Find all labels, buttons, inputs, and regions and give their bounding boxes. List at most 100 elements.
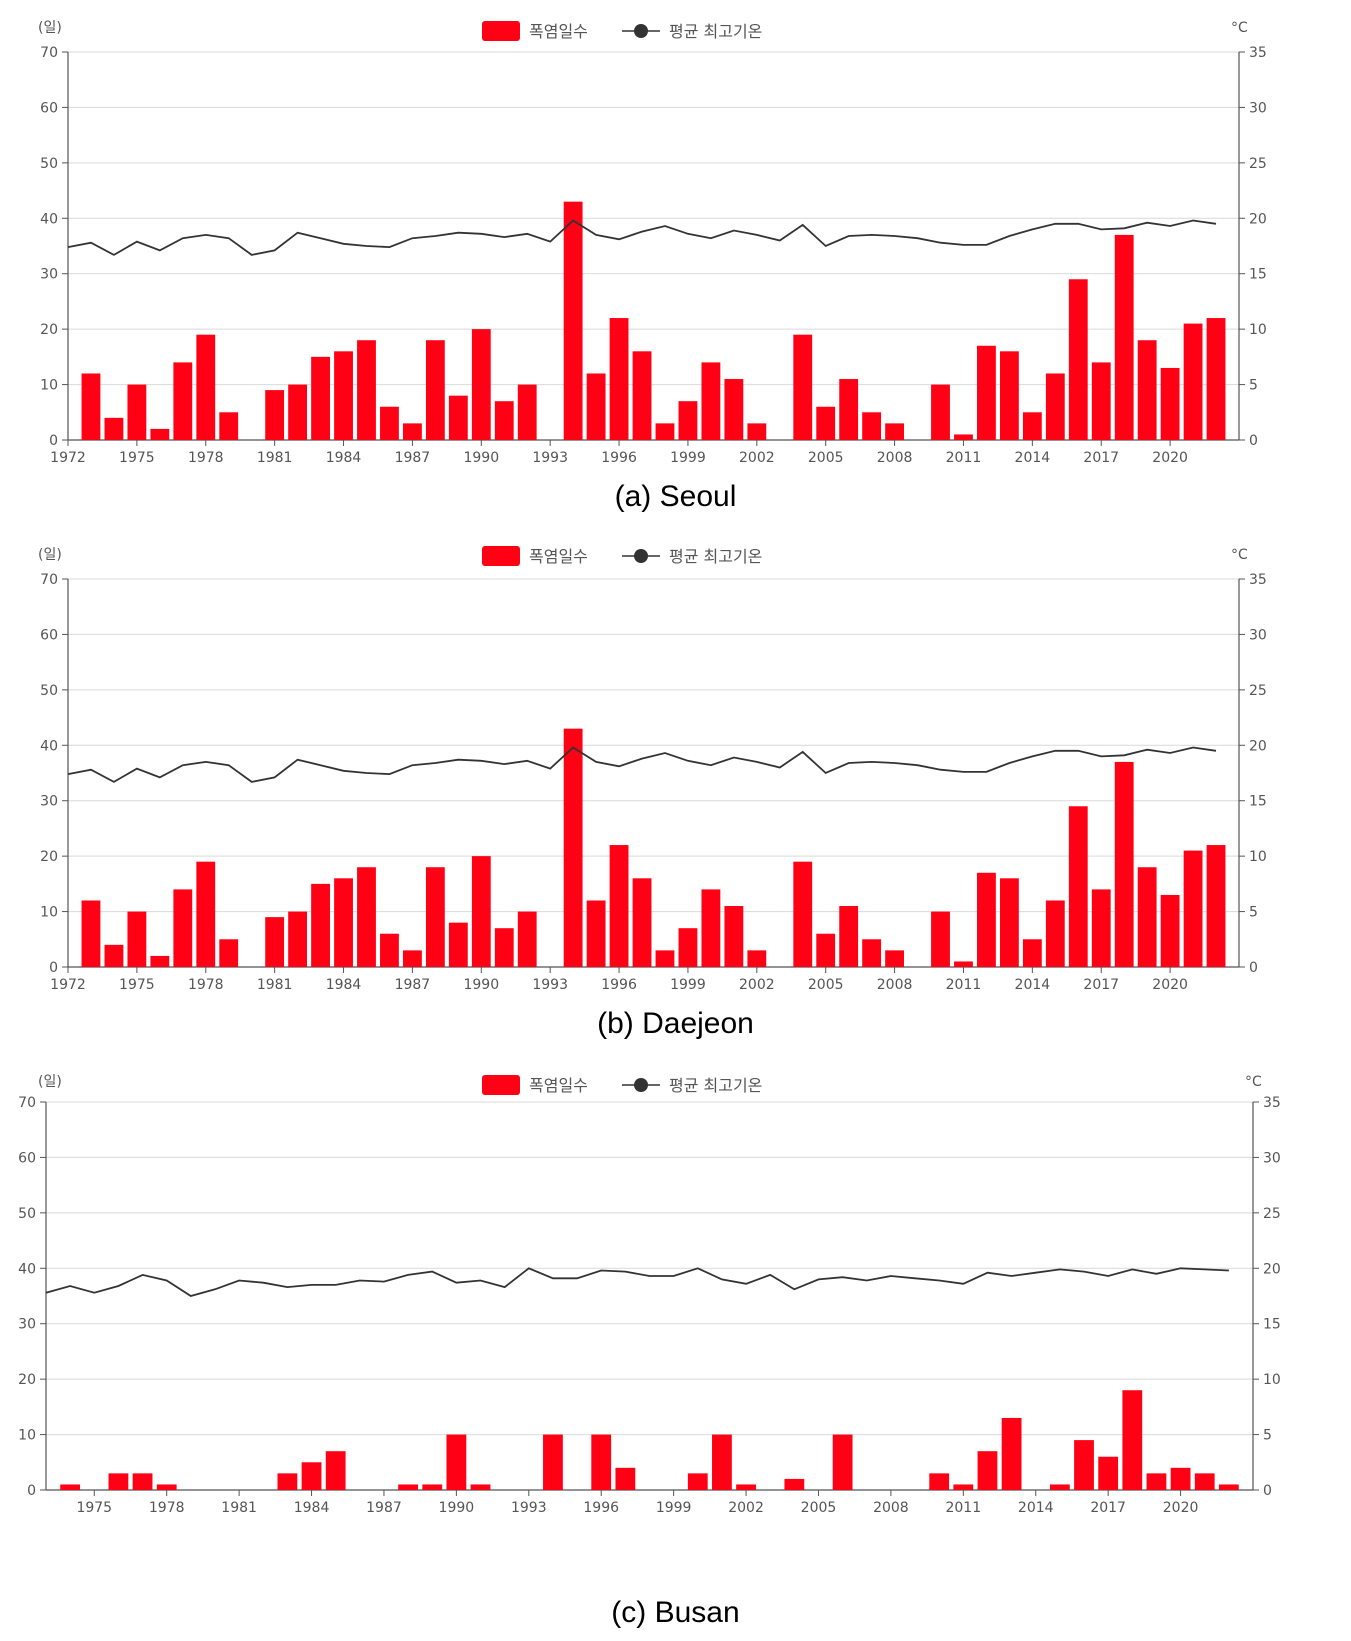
heatwave-days-bar [1045,373,1065,440]
x-tick-label: 2002 [739,450,775,466]
left-tick-label: 30 [18,1317,36,1333]
heatwave-days-bar [1049,1484,1070,1490]
right-tick-label: 25 [1249,683,1267,699]
heatwave-days-bar [1183,850,1203,967]
chart-svg: 폭염일수 평균 최고기온(일) °C010203040506070051015202… [38,546,1267,993]
heatwave-days-bar [793,861,813,967]
heatwave-days-bar [1114,761,1134,967]
heatwave-days-bar [1160,894,1180,967]
heatwave-days-bar [586,373,606,440]
heatwave-days-bar [563,201,583,440]
x-tick-label: 1987 [395,977,431,993]
left-tick-label: 30 [40,267,58,283]
x-tick-label: 1978 [188,977,224,993]
heatwave-days-bar [156,1484,177,1490]
heatwave-days-bar [816,406,836,440]
x-tick-label: 1975 [119,977,155,993]
heatwave-days-bar [678,928,698,967]
heatwave-days-bar [494,401,514,440]
heatwave-days-bar [839,379,859,440]
legend-line-label: 평균 최고기온 [669,22,762,41]
heatwave-days-bar [543,1434,563,1490]
left-tick-label: 40 [40,738,58,754]
heatwave-days-bar [494,928,514,967]
heatwave-days-bar [1022,412,1042,440]
heatwave-days-bar [1218,1484,1239,1490]
avg-max-temp-line [67,746,1217,783]
heatwave-days-bar [448,922,468,967]
heatwave-days-bar [150,955,170,967]
x-tick-label: 2014 [1015,977,1051,993]
heatwave-days-bar [931,384,950,440]
right-tick-label: 25 [1249,156,1267,172]
left-tick-label: 20 [18,1372,36,1388]
legend-bar-label: 폭염일수 [529,1076,588,1095]
avg-max-temp-line [45,1267,1229,1297]
legend-line-marker [634,549,648,563]
heatwave-days-bar [712,1434,732,1490]
legend-bar-swatch [482,21,520,41]
heatwave-days-bar [1194,1473,1215,1490]
heatwave-days-bar [471,856,491,967]
heatwave-days-bar [885,950,905,967]
heatwave-days-bar [402,423,422,440]
left-axis-unit: (일) [38,547,62,563]
legend-bar-label: 폭염일수 [529,547,588,566]
x-tick-label: 1981 [257,977,293,993]
heatwave-days-bar [784,1478,805,1490]
heatwave-days-bar [724,906,744,967]
x-tick-label: 1972 [50,977,86,993]
x-tick-label: 2020 [1152,450,1188,466]
x-tick-label: 1981 [257,450,293,466]
heatwave-days-bar [288,911,308,967]
heatwave-days-bar [1137,340,1157,440]
chart-svg: 폭염일수 평균 최고기온(일) °C010203040506070051015202… [18,1074,1281,1516]
right-tick-label: 15 [1263,1317,1281,1333]
heatwave-days-bar [81,373,101,440]
chart-caption: (c) Busan [611,1596,740,1629]
x-tick-label: 1993 [511,1500,547,1516]
heatwave-days-bar [1146,1473,1167,1490]
legend-line-marker [634,1078,648,1092]
x-tick-label: 2017 [1083,977,1119,993]
heatwave-days-bar [402,950,422,967]
heatwave-days-bar [132,1473,153,1490]
right-axis-unit: °C [1231,547,1248,563]
heatwave-days-bar [793,334,813,440]
x-tick-label: 1972 [50,450,86,466]
left-tick-label: 0 [49,960,58,976]
x-tick-label: 1993 [532,450,568,466]
left-tick-label: 50 [18,1206,36,1222]
heatwave-days-bar [609,845,629,967]
heatwave-days-bar [701,362,721,440]
heatwave-days-bar [127,911,147,967]
left-axis-unit: (일) [38,1074,62,1090]
legend-bar-label: 폭염일수 [529,22,588,41]
heatwave-days-bar [1068,279,1088,440]
x-tick-label: 1981 [221,1500,257,1516]
heatwave-days-bar [311,883,330,967]
heatwave-days-bar [1160,367,1180,440]
heatwave-days-bar [954,434,973,440]
heatwave-days-bar [288,384,308,440]
heatwave-days-bar [1170,1467,1191,1490]
x-tick-label: 2020 [1152,977,1188,993]
left-tick-label: 60 [18,1150,36,1166]
right-tick-label: 10 [1249,849,1267,865]
x-tick-label: 2008 [877,977,913,993]
heatwave-days-bar [357,340,376,440]
heatwave-days-bar [60,1484,81,1490]
x-tick-label: 1984 [326,450,362,466]
right-tick-label: 35 [1249,45,1267,61]
right-tick-label: 0 [1263,1483,1272,1499]
x-tick-label: 1999 [670,450,706,466]
heatwave-days-bar [632,351,652,440]
heatwave-days-bar [517,911,537,967]
heatwave-days-bar [632,878,652,967]
left-tick-label: 40 [18,1261,36,1277]
chart-caption: (b) Daejeon [597,1007,754,1040]
left-tick-label: 40 [40,211,58,227]
heatwave-days-bar [862,412,882,440]
left-tick-label: 10 [40,905,58,921]
heatwave-days-bar [1114,234,1134,440]
